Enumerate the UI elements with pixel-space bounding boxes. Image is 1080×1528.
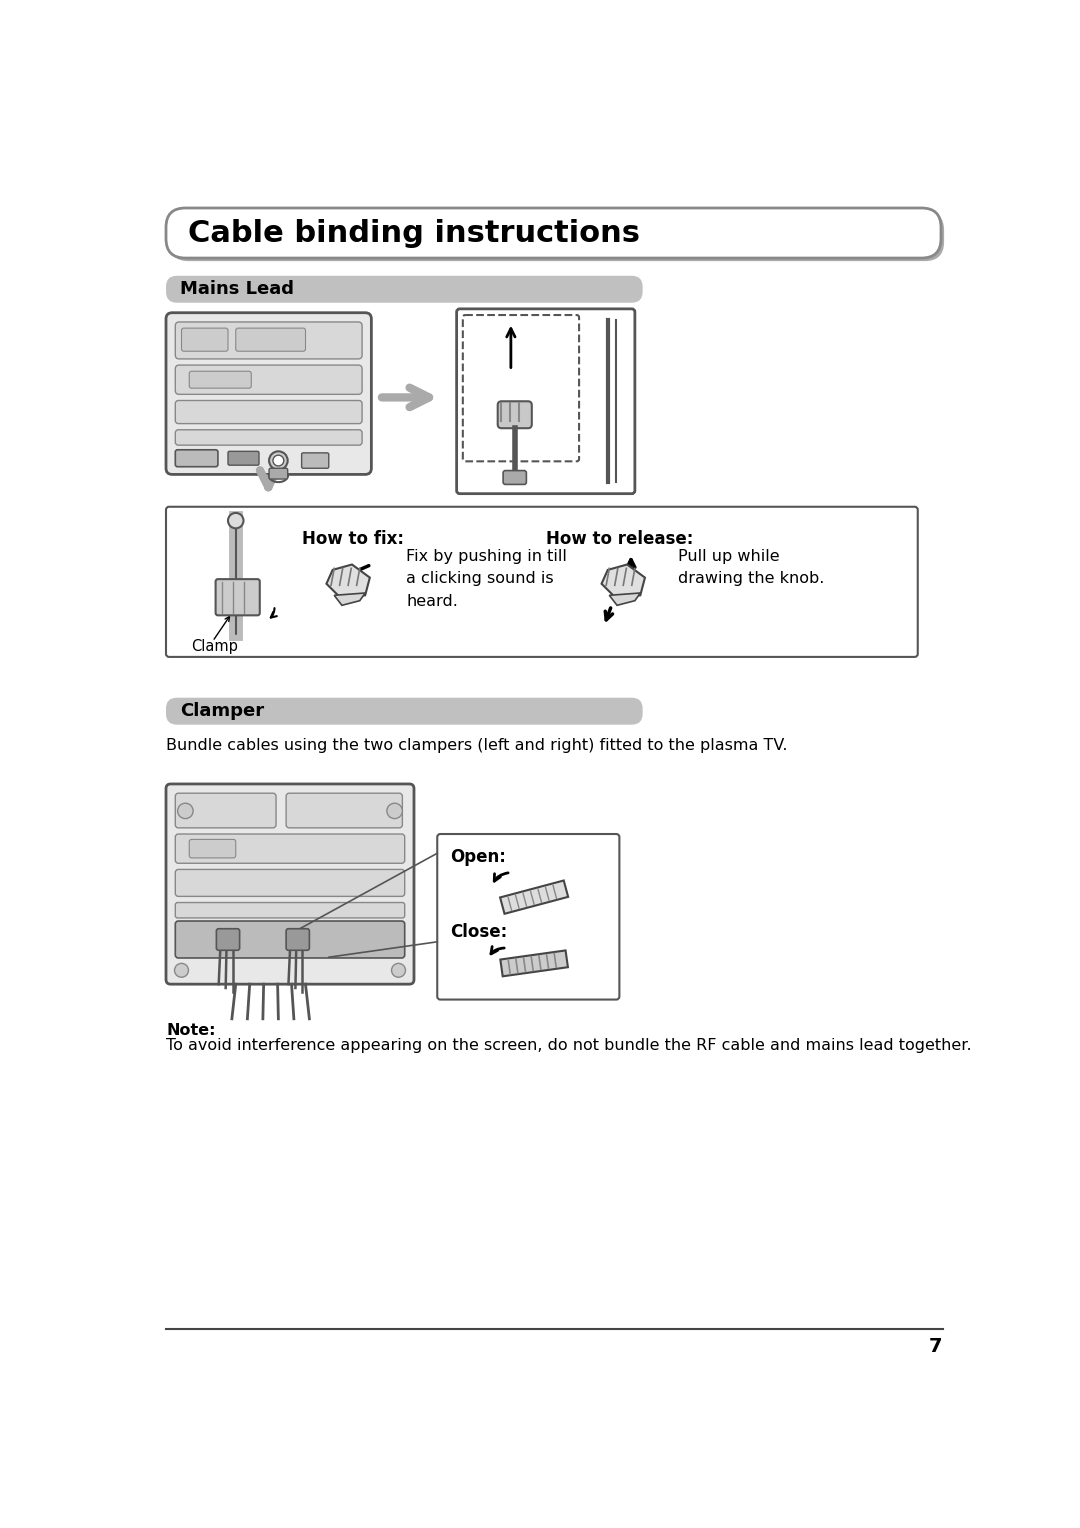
FancyBboxPatch shape bbox=[175, 903, 405, 918]
FancyBboxPatch shape bbox=[166, 507, 918, 657]
FancyBboxPatch shape bbox=[457, 309, 635, 494]
FancyBboxPatch shape bbox=[437, 834, 619, 999]
Circle shape bbox=[175, 963, 189, 978]
FancyBboxPatch shape bbox=[228, 451, 259, 465]
Polygon shape bbox=[334, 593, 365, 605]
Text: Fix by pushing in till
a clicking sound is
heard.: Fix by pushing in till a clicking sound … bbox=[406, 549, 567, 608]
FancyBboxPatch shape bbox=[166, 275, 643, 303]
Polygon shape bbox=[500, 950, 568, 976]
FancyBboxPatch shape bbox=[175, 322, 362, 359]
FancyBboxPatch shape bbox=[286, 929, 309, 950]
Text: Bundle cables using the two clampers (left and right) fitted to the plasma TV.: Bundle cables using the two clampers (le… bbox=[166, 738, 787, 753]
Text: How to release:: How to release: bbox=[545, 530, 693, 549]
Polygon shape bbox=[500, 880, 568, 914]
FancyBboxPatch shape bbox=[175, 365, 362, 394]
Circle shape bbox=[228, 513, 243, 529]
Text: Mains Lead: Mains Lead bbox=[180, 280, 294, 298]
FancyBboxPatch shape bbox=[498, 402, 531, 428]
FancyBboxPatch shape bbox=[175, 449, 218, 466]
FancyBboxPatch shape bbox=[189, 371, 252, 388]
Text: Note:: Note: bbox=[166, 1022, 216, 1038]
FancyBboxPatch shape bbox=[175, 400, 362, 423]
Text: To avoid interference appearing on the screen, do not bundle the RF cable and ma: To avoid interference appearing on the s… bbox=[166, 1038, 972, 1053]
FancyBboxPatch shape bbox=[503, 471, 526, 484]
FancyBboxPatch shape bbox=[166, 784, 414, 984]
FancyBboxPatch shape bbox=[235, 329, 306, 351]
Circle shape bbox=[273, 455, 284, 466]
FancyBboxPatch shape bbox=[269, 468, 287, 480]
FancyBboxPatch shape bbox=[216, 579, 260, 616]
FancyBboxPatch shape bbox=[166, 698, 643, 724]
Circle shape bbox=[269, 451, 287, 469]
Text: 7: 7 bbox=[929, 1337, 943, 1355]
FancyBboxPatch shape bbox=[189, 839, 235, 857]
FancyBboxPatch shape bbox=[166, 313, 372, 474]
Text: Open:: Open: bbox=[449, 848, 505, 866]
FancyBboxPatch shape bbox=[175, 793, 276, 828]
Text: Clamper: Clamper bbox=[180, 703, 265, 720]
Polygon shape bbox=[609, 593, 640, 605]
FancyBboxPatch shape bbox=[181, 329, 228, 351]
Text: Cable binding instructions: Cable binding instructions bbox=[188, 219, 639, 248]
FancyBboxPatch shape bbox=[175, 869, 405, 897]
Circle shape bbox=[392, 963, 405, 978]
Text: How to fix:: How to fix: bbox=[301, 530, 404, 549]
FancyBboxPatch shape bbox=[301, 452, 328, 468]
FancyBboxPatch shape bbox=[166, 208, 941, 258]
Text: Pull up while
drawing the knob.: Pull up while drawing the knob. bbox=[677, 549, 824, 587]
FancyBboxPatch shape bbox=[175, 429, 362, 445]
FancyBboxPatch shape bbox=[175, 834, 405, 863]
Polygon shape bbox=[602, 564, 645, 597]
FancyBboxPatch shape bbox=[286, 793, 403, 828]
Polygon shape bbox=[326, 564, 369, 597]
Text: Clamp: Clamp bbox=[191, 639, 238, 654]
Text: Close:: Close: bbox=[449, 923, 507, 941]
FancyBboxPatch shape bbox=[216, 929, 240, 950]
FancyBboxPatch shape bbox=[175, 921, 405, 958]
Circle shape bbox=[387, 804, 403, 819]
Circle shape bbox=[177, 804, 193, 819]
FancyBboxPatch shape bbox=[170, 211, 944, 261]
